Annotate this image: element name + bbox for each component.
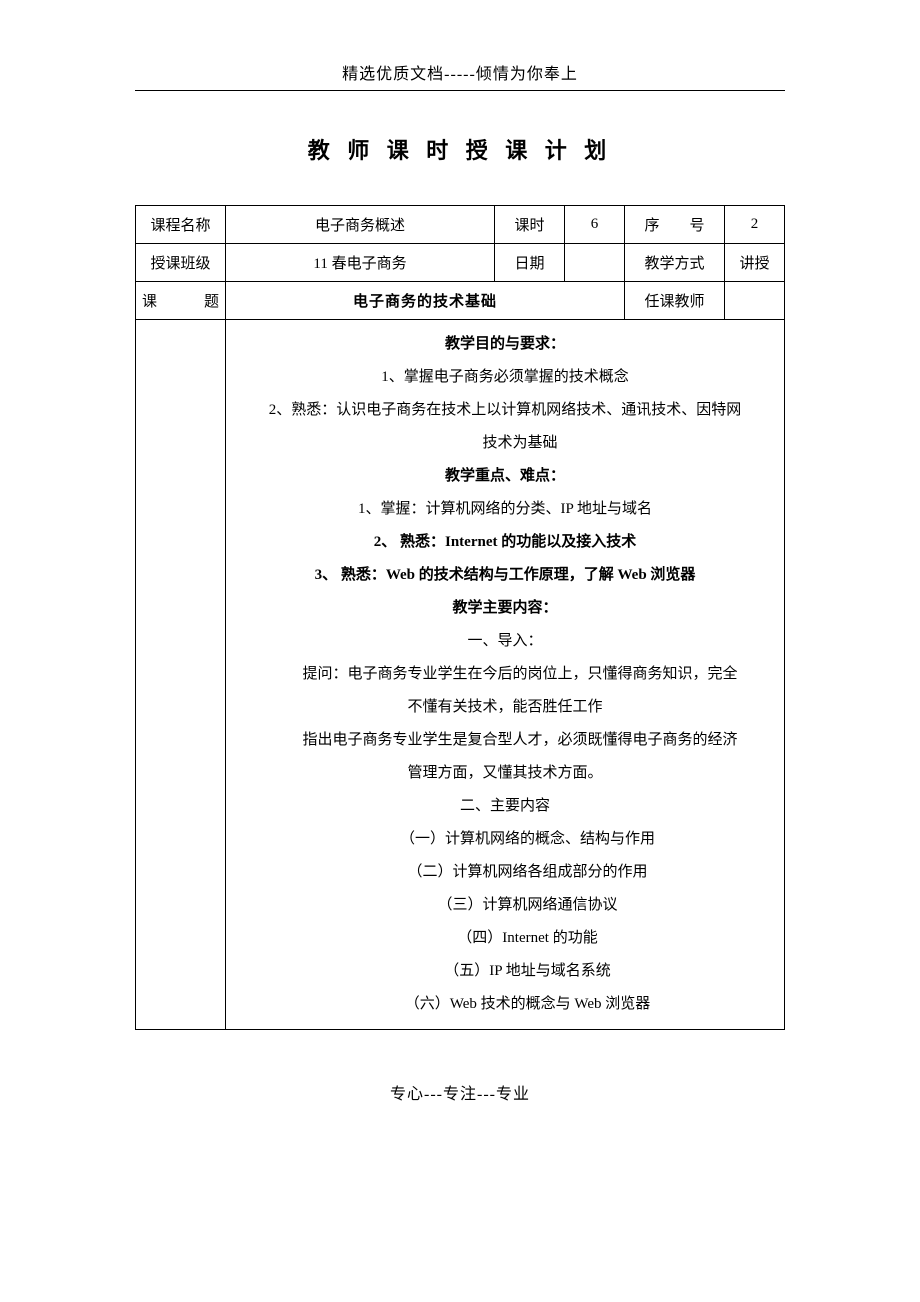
- date-value: [565, 244, 625, 282]
- content-line: 二、主要内容: [232, 790, 778, 823]
- section-title: 教学重点、难点：: [232, 460, 778, 493]
- document-title: 教 师 课 时 授 课 计 划: [135, 133, 785, 165]
- hours-value: 6: [565, 206, 625, 244]
- section-title: 教学主要内容：: [232, 592, 778, 625]
- document-page: 精选优质文档-----倾情为你奉上 教 师 课 时 授 课 计 划 课程名称 电…: [0, 0, 920, 1144]
- content-line: 不懂有关技术，能否胜任工作: [232, 691, 778, 724]
- table-row: 课 题 电子商务的技术基础 任课教师: [136, 282, 785, 320]
- content-line: （一）计算机网络的概念、结构与作用: [232, 823, 778, 856]
- teacher-label: 任课教师: [625, 282, 725, 320]
- seq-label: 序 号: [625, 206, 725, 244]
- content-line: 技术为基础: [232, 427, 778, 460]
- page-footer: 专心---专注---专业: [135, 1080, 785, 1104]
- content-line: 1、掌握电子商务必须掌握的技术概念: [232, 361, 778, 394]
- topic-value: 电子商务的技术基础: [226, 282, 625, 320]
- course-name-value: 电子商务概述: [226, 206, 495, 244]
- date-label: 日期: [495, 244, 565, 282]
- content-line: 指出电子商务专业学生是复合型人才，必须既懂得电子商务的经济: [232, 724, 778, 757]
- content-line: （六）Web 技术的概念与 Web 浏览器: [232, 988, 778, 1021]
- section-title: 教学目的与要求：: [232, 328, 778, 361]
- content-line: （三）计算机网络通信协议: [232, 889, 778, 922]
- topic-label: 课 题: [136, 282, 226, 320]
- table-row: 授课班级 11 春电子商务 日期 教学方式 讲授: [136, 244, 785, 282]
- side-empty-cell: [136, 320, 226, 1030]
- seq-value: 2: [725, 206, 785, 244]
- lesson-plan-table: 课程名称 电子商务概述 课时 6 序 号 2 授课班级 11 春电子商务 日期 …: [135, 205, 785, 1030]
- content-line: （二）计算机网络各组成部分的作用: [232, 856, 778, 889]
- page-header: 精选优质文档-----倾情为你奉上: [135, 60, 785, 91]
- content-line: 1、掌握：计算机网络的分类、IP 地址与域名: [232, 493, 778, 526]
- content-line: 2、 熟悉：Internet 的功能以及接入技术: [232, 526, 778, 559]
- content-line: 2、熟悉：认识电子商务在技术上以计算机网络技术、通讯技术、因特网: [232, 394, 778, 427]
- method-label: 教学方式: [625, 244, 725, 282]
- hours-label: 课时: [495, 206, 565, 244]
- table-row: 课程名称 电子商务概述 课时 6 序 号 2: [136, 206, 785, 244]
- class-label: 授课班级: [136, 244, 226, 282]
- content-cell: 教学目的与要求： 1、掌握电子商务必须掌握的技术概念 2、熟悉：认识电子商务在技…: [226, 320, 785, 1030]
- content-line: 提问：电子商务专业学生在今后的岗位上，只懂得商务知识，完全: [232, 658, 778, 691]
- content-line: 一、导入：: [232, 625, 778, 658]
- class-value: 11 春电子商务: [226, 244, 495, 282]
- method-value: 讲授: [725, 244, 785, 282]
- table-row-content: 教学目的与要求： 1、掌握电子商务必须掌握的技术概念 2、熟悉：认识电子商务在技…: [136, 320, 785, 1030]
- content-line: （五）IP 地址与域名系统: [232, 955, 778, 988]
- content-line: （四）Internet 的功能: [232, 922, 778, 955]
- content-line: 3、 熟悉：Web 的技术结构与工作原理，了解 Web 浏览器: [232, 559, 778, 592]
- course-name-label: 课程名称: [136, 206, 226, 244]
- content-line: 管理方面，又懂其技术方面。: [232, 757, 778, 790]
- teacher-value: [725, 282, 785, 320]
